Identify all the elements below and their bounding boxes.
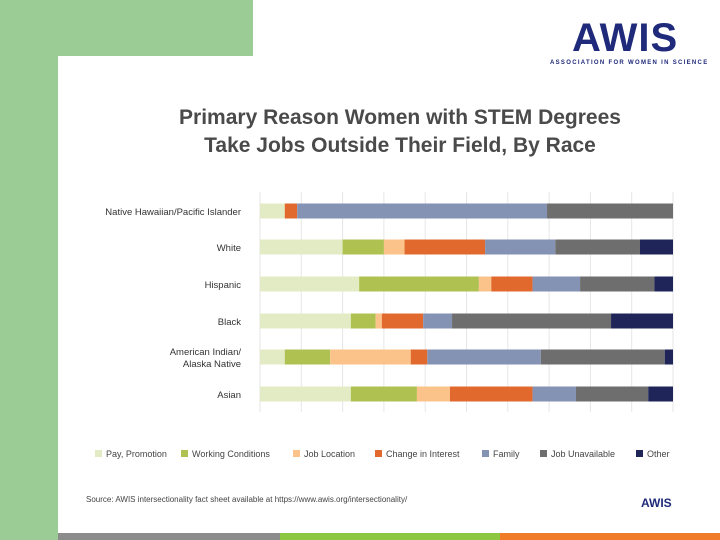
bar-segment [639, 239, 673, 255]
bar-segment [654, 276, 673, 292]
bar-segment [383, 239, 405, 255]
bar-segment [532, 386, 576, 402]
legend-swatch [636, 450, 643, 457]
category-label: Native Hawaiian/Pacific Islander [105, 207, 241, 218]
source-note: Source: AWIS intersectionality fact shee… [86, 495, 408, 504]
bar-segment [449, 386, 533, 402]
slide-panel [58, 56, 720, 534]
bar-segment [427, 349, 541, 365]
category-label: Asian [217, 390, 241, 401]
bar-segment [452, 313, 612, 329]
bar-segment [284, 349, 331, 365]
bar-segment [284, 203, 298, 219]
chart-title-line-2: Take Jobs Outside Their Field, By Race [204, 134, 596, 157]
awis-logo: AWIS ASSOCIATION FOR WOMEN IN SCIENCE [548, 18, 713, 70]
legend-label: Job Unavailable [551, 449, 615, 459]
category-label: Alaska Native [183, 359, 241, 370]
legend-label: Pay, Promotion [106, 449, 167, 459]
legend-label: Change in Interest [386, 449, 460, 459]
bar-segment [350, 313, 376, 329]
legend-label: Job Location [304, 449, 355, 459]
bar-segment [648, 386, 673, 402]
bar-segment [350, 386, 417, 402]
bar-segment [260, 313, 351, 329]
bar-segment [260, 239, 343, 255]
bar-segment [580, 276, 655, 292]
category-label: Black [218, 317, 241, 328]
legend-swatch [293, 450, 300, 457]
bar-segment [260, 203, 285, 219]
legend-swatch [181, 450, 188, 457]
legend-label: Family [493, 449, 520, 459]
bar-segment [423, 313, 453, 329]
bar-segment [260, 386, 351, 402]
footer-logo: AWIS [641, 496, 672, 510]
category-label: American Indian/ [170, 347, 242, 358]
bar-segment [359, 276, 479, 292]
bar-segment [410, 349, 428, 365]
bar-segment [664, 349, 673, 365]
chart-title-line-1: Primary Reason Women with STEM Degrees [179, 106, 621, 129]
bar-segment [485, 239, 556, 255]
bar-segment [555, 239, 640, 255]
bar-segment [478, 276, 492, 292]
bar-segment [375, 313, 382, 329]
category-label: Hispanic [205, 280, 242, 291]
bar-segment [260, 349, 285, 365]
bar-segment [611, 313, 673, 329]
category-label: White [217, 243, 241, 254]
bar-segment [540, 349, 665, 365]
legend-label: Other [647, 449, 670, 459]
bar-segment [330, 349, 411, 365]
logo-word: AWIS [572, 16, 679, 60]
footer-stripe-gray [58, 533, 280, 540]
bar-segment [381, 313, 424, 329]
bar-segment [532, 276, 581, 292]
bar-segment [416, 386, 450, 402]
bar-segment [575, 386, 649, 402]
logo-tagline: ASSOCIATION FOR WOMEN IN SCIENCE [550, 60, 709, 66]
legend-swatch [540, 450, 547, 457]
bar-segment [342, 239, 384, 255]
legend-swatch [375, 450, 382, 457]
bar-segment [260, 276, 360, 292]
chart-title: Primary Reason Women with STEM Degrees T… [100, 104, 700, 160]
footer-stripe-orange [500, 533, 720, 540]
bar-segment [297, 203, 548, 219]
legend-swatch [95, 450, 102, 457]
footer-stripe-green [280, 533, 500, 540]
bar-segment [491, 276, 533, 292]
legend-label: Working Conditions [192, 449, 270, 459]
bar-segment [547, 203, 673, 219]
bar-segment [404, 239, 486, 255]
legend-swatch [482, 450, 489, 457]
